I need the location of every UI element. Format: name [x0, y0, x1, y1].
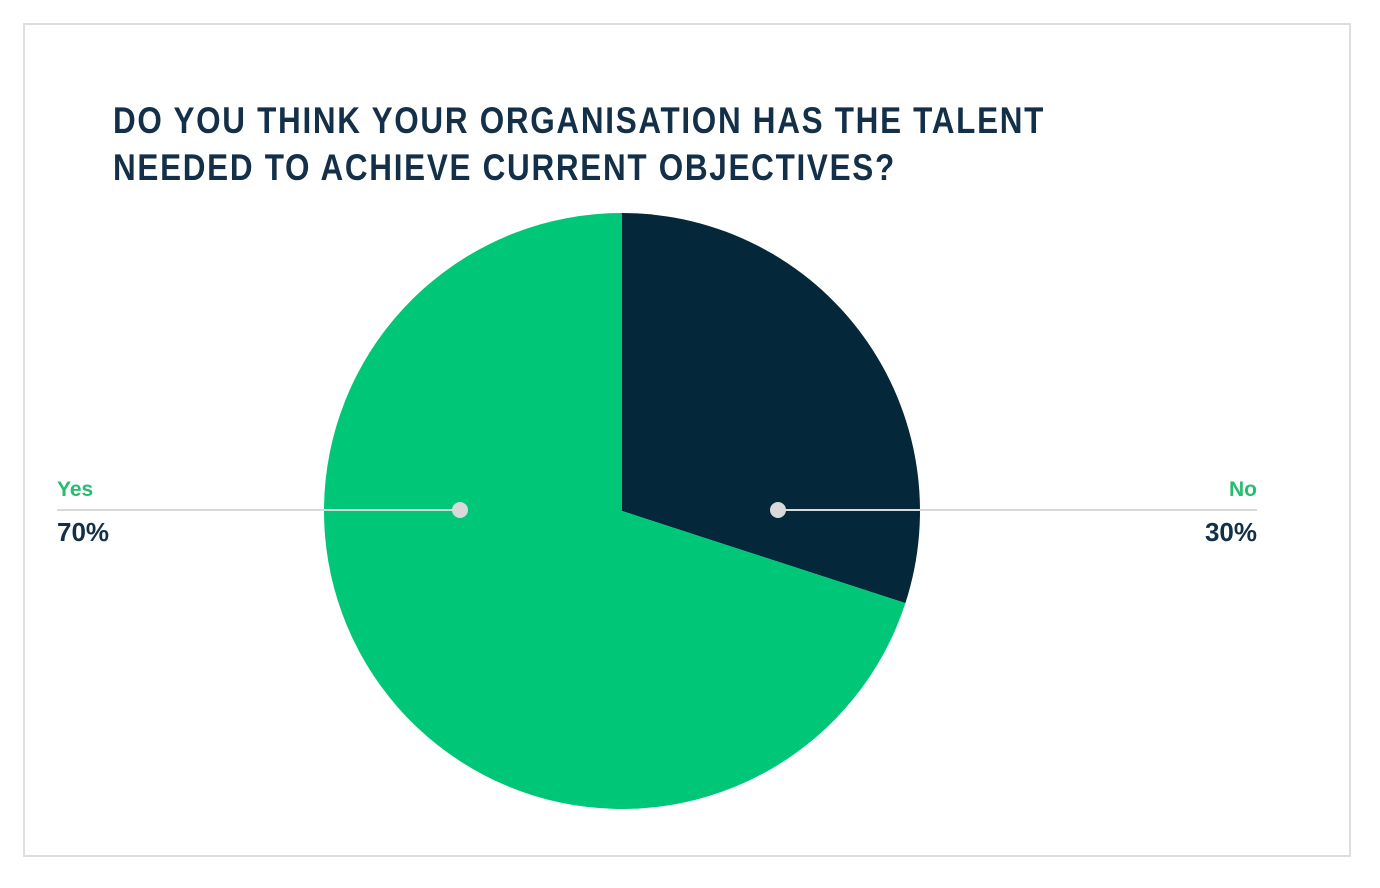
chart-title-line-1: DO YOU THINK YOUR ORGANISATION HAS THE T…	[113, 100, 1046, 141]
callout-no-label: No	[1229, 478, 1257, 501]
callout-yes-label: Yes	[57, 478, 94, 501]
callout-yes-value: 70%	[57, 517, 110, 547]
pie-chart	[323, 213, 920, 809]
chart-title-line-2: NEEDED TO ACHIEVE CURRENT OBJECTIVES?	[113, 147, 896, 188]
pie-slice-no	[622, 213, 920, 604]
chart-title: DO YOU THINK YOUR ORGANISATION HAS THE T…	[113, 97, 1045, 191]
callout-yes: Yes 70%	[57, 478, 109, 546]
pie-slice-yes	[323, 213, 906, 809]
callout-no-value: 30%	[1204, 517, 1257, 547]
callout-no: No 30%	[1205, 478, 1257, 546]
